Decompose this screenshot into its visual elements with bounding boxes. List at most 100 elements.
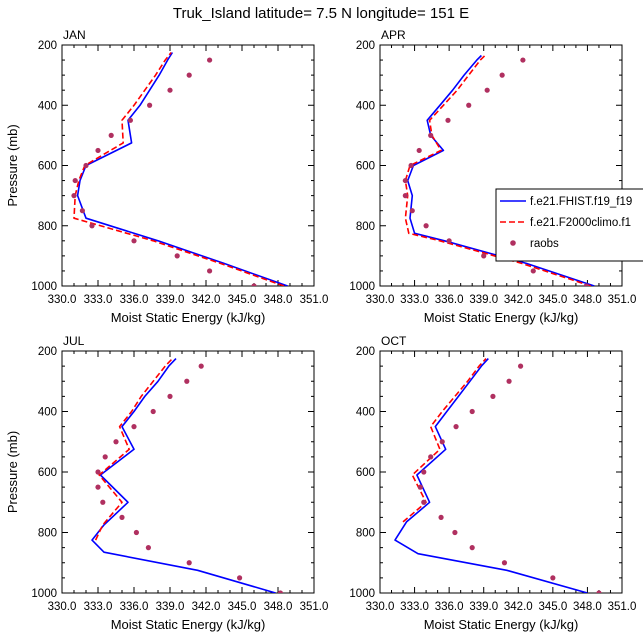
x-axis-label: Moist Static Energy (kJ/kg) xyxy=(111,617,266,632)
y-axis-label: Pressure (mb) xyxy=(5,124,20,206)
series-line-hist xyxy=(91,358,276,593)
y-tick-label: 200 xyxy=(356,346,375,358)
raobs-point xyxy=(520,57,526,63)
raobs-point xyxy=(71,193,77,199)
y-tick-label: 1000 xyxy=(349,281,375,293)
raobs-point xyxy=(150,408,156,415)
y-tick-label: 200 xyxy=(38,346,57,358)
raobs-point xyxy=(95,469,101,475)
x-tick-label: 339.0 xyxy=(469,294,498,306)
figure-title: Truk_Island latitude= 7.5 N longitude= 1… xyxy=(173,5,469,22)
x-tick-label: 339.0 xyxy=(469,601,498,613)
raobs-point xyxy=(83,162,89,169)
raobs-point xyxy=(251,283,257,286)
x-tick-label: 345.0 xyxy=(538,601,567,613)
x-axis-label: Moist Static Energy (kJ/kg) xyxy=(111,310,266,325)
y-tick-label: 600 xyxy=(356,467,375,479)
raobs-point xyxy=(95,147,101,154)
raobs-point xyxy=(133,529,139,536)
y-tick-label: 1000 xyxy=(31,281,57,293)
y-tick-label: 200 xyxy=(356,40,375,52)
raobs-point xyxy=(207,57,213,63)
y-tick-label: 400 xyxy=(38,407,57,419)
raobs-point xyxy=(490,393,496,399)
x-tick-label: 348.0 xyxy=(264,601,293,613)
x-tick-label: 336.0 xyxy=(120,601,149,613)
raobs-point xyxy=(453,424,459,430)
raobs-point xyxy=(95,484,101,490)
x-tick-label: 345.0 xyxy=(228,601,257,613)
y-tick-label: 800 xyxy=(356,528,375,540)
raobs-point xyxy=(402,177,408,184)
panel-title: JUL xyxy=(63,334,85,348)
raobs-point xyxy=(438,514,444,520)
raobs-point xyxy=(72,177,78,184)
legend-marker-raobs xyxy=(510,240,516,246)
series-line-climo xyxy=(73,52,285,286)
legend-label: raobs xyxy=(530,238,559,250)
raobs-point xyxy=(237,575,243,581)
raobs-point xyxy=(499,72,505,78)
x-tick-label: 348.0 xyxy=(573,601,602,613)
raobs-point xyxy=(466,102,472,108)
panel-title: APR xyxy=(381,28,406,42)
raobs-point xyxy=(79,208,85,214)
series-line-hist xyxy=(394,358,588,593)
y-tick-label: 400 xyxy=(356,407,375,419)
raobs-point xyxy=(131,424,137,430)
x-tick-label: 342.0 xyxy=(504,294,533,306)
y-tick-label: 600 xyxy=(356,161,375,173)
raobs-point xyxy=(402,193,408,199)
raobs-point xyxy=(100,499,106,505)
raobs-point xyxy=(428,454,434,460)
raobs-point xyxy=(469,545,475,551)
raobs-point xyxy=(416,147,422,154)
legend-label: f.e21.FHIST.f19_f19 xyxy=(530,196,632,208)
y-tick-label: 400 xyxy=(38,100,57,112)
raobs-point xyxy=(127,117,133,123)
raobs-point xyxy=(446,238,452,244)
data-layer xyxy=(71,52,288,286)
y-axis-label: Pressure (mb) xyxy=(5,431,20,513)
x-tick-label: 330.0 xyxy=(366,601,395,613)
x-tick-label: 345.0 xyxy=(538,294,567,306)
x-axis-label: Moist Static Energy (kJ/kg) xyxy=(424,310,579,325)
y-tick-label: 600 xyxy=(38,161,57,173)
series-line-climo xyxy=(404,54,592,286)
raobs-point xyxy=(408,162,414,169)
x-tick-label: 339.0 xyxy=(156,601,185,613)
y-tick-label: 800 xyxy=(38,528,57,540)
raobs-point xyxy=(131,238,137,244)
legend: f.e21.FHIST.f19_f19 f.e21.F2000climo.f1 ra… xyxy=(495,188,643,262)
x-tick-label: 330.0 xyxy=(48,294,77,306)
panel-jan: JAN 330.0 333.0 336.0 339.0 342.0 345.0 348.0 35… xyxy=(5,28,328,325)
series-line-climo xyxy=(402,358,487,523)
raobs-point xyxy=(484,87,490,93)
raobs-point xyxy=(119,514,125,520)
x-tick-label: 339.0 xyxy=(156,294,185,306)
x-tick-label: 330.0 xyxy=(366,294,395,306)
raobs-point xyxy=(506,378,512,384)
raobs-point xyxy=(207,268,213,274)
x-tick-label: 348.0 xyxy=(264,294,293,306)
series-line-hist xyxy=(76,52,288,286)
data-layer xyxy=(91,358,283,593)
y-tick-label: 800 xyxy=(356,221,375,233)
raobs-point xyxy=(596,590,602,593)
raobs-point xyxy=(174,253,180,259)
x-tick-label: 333.0 xyxy=(84,601,113,613)
raobs-point xyxy=(423,223,429,229)
y-tick-label: 800 xyxy=(38,221,57,233)
x-tick-label: 351.0 xyxy=(300,294,329,306)
raobs-point xyxy=(89,223,95,229)
y-tick-label: 1000 xyxy=(349,588,375,600)
x-tick-label: 348.0 xyxy=(573,294,602,306)
raobs-point xyxy=(147,102,153,108)
raobs-point xyxy=(186,72,192,78)
series-line-climo xyxy=(94,358,173,541)
panel-title: JAN xyxy=(63,28,86,42)
y-tick-label: 1000 xyxy=(31,588,57,600)
raobs-point xyxy=(145,545,151,551)
raobs-point xyxy=(517,363,524,369)
